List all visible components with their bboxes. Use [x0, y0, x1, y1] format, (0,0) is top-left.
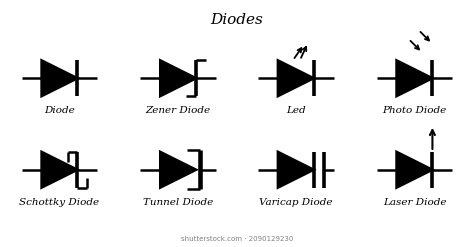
Text: Varicap Diode: Varicap Diode: [259, 198, 333, 206]
Text: Led: Led: [286, 106, 306, 115]
Polygon shape: [42, 152, 77, 188]
Text: Zener Diode: Zener Diode: [146, 106, 211, 115]
Text: Photo Diode: Photo Diode: [383, 106, 447, 115]
Text: Schottky Diode: Schottky Diode: [19, 198, 100, 206]
Text: Diode: Diode: [44, 106, 75, 115]
Polygon shape: [397, 152, 432, 188]
Text: Diodes: Diodes: [210, 13, 264, 27]
Text: Laser Diode: Laser Diode: [383, 198, 446, 206]
Polygon shape: [42, 60, 77, 96]
Polygon shape: [278, 152, 314, 188]
Text: Tunnel Diode: Tunnel Diode: [143, 198, 213, 206]
Polygon shape: [278, 60, 314, 96]
Polygon shape: [160, 60, 196, 96]
Polygon shape: [160, 152, 196, 188]
Polygon shape: [397, 60, 432, 96]
Text: shutterstock.com · 2090129230: shutterstock.com · 2090129230: [181, 236, 293, 242]
